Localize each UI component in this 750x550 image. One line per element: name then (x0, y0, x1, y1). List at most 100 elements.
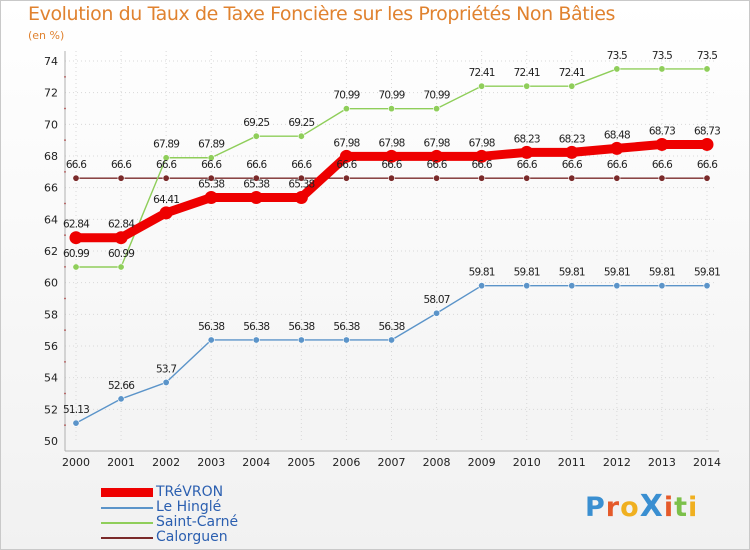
x-tick-label: 2003 (197, 456, 225, 469)
x-tick-label: 2002 (152, 456, 180, 469)
data-label: 73.5 (697, 50, 717, 62)
data-label: 66.6 (66, 159, 87, 171)
data-label: 65.38 (288, 178, 314, 190)
data-point (72, 263, 80, 271)
data-point (523, 174, 531, 182)
data-label: 66.6 (336, 159, 357, 171)
data-point (610, 141, 624, 155)
data-label: 59.81 (604, 267, 630, 279)
axes: 50 52 54 56 58 60 62 64 66 68 70 72 74 2000 2001 2002 20… (44, 51, 721, 469)
gridlines (65, 51, 715, 441)
y-tick-label: 60 (44, 277, 58, 290)
x-tick-label: 2004 (242, 456, 270, 469)
data-point (342, 105, 350, 113)
series-0 (69, 137, 714, 245)
data-label: 68.73 (649, 125, 675, 137)
data-label: 68.73 (694, 125, 720, 137)
data-point (117, 263, 125, 271)
legend-item: Calorguen (101, 530, 238, 545)
data-label: 70.99 (424, 90, 450, 102)
data-label: 59.81 (469, 267, 495, 279)
data-point (387, 105, 395, 113)
chart-title: Evolution du Taux de Taxe Foncière sur l… (28, 3, 616, 25)
series-layer (69, 65, 714, 427)
series-1 (72, 282, 711, 427)
x-tick-label: 2009 (468, 456, 496, 469)
data-label: 72.41 (514, 67, 540, 79)
data-label: 66.6 (246, 159, 267, 171)
data-label: 60.99 (108, 248, 134, 260)
x-tick-label: 2012 (603, 456, 631, 469)
data-point (520, 145, 534, 159)
data-point (523, 82, 531, 90)
data-label: 56.38 (378, 321, 404, 333)
x-tick-label: 2010 (513, 456, 541, 469)
data-label: 66.6 (201, 159, 222, 171)
data-label: 53.7 (156, 363, 176, 375)
y-tick-label: 50 (44, 435, 58, 448)
data-label: 59.81 (559, 267, 585, 279)
data-label: 66.6 (381, 159, 402, 171)
data-label: 67.98 (378, 137, 404, 149)
data-label: 73.5 (652, 50, 672, 62)
legend-swatch (101, 536, 153, 539)
data-point (430, 149, 444, 163)
data-label: 69.25 (243, 117, 269, 129)
data-label: 66.6 (652, 159, 673, 171)
data-point (478, 82, 486, 90)
data-point (207, 154, 215, 162)
y-tick-label: 70 (44, 118, 58, 131)
y-tick-label: 68 (44, 150, 58, 163)
data-point (703, 65, 711, 73)
data-point (565, 145, 579, 159)
data-label: 64.41 (153, 194, 179, 206)
data-point (568, 282, 576, 290)
data-point (204, 190, 218, 204)
x-tick-label: 2008 (423, 456, 451, 469)
data-point (658, 282, 666, 290)
data-label: 67.89 (153, 139, 179, 151)
data-point (207, 336, 215, 344)
data-label: 52.66 (108, 380, 135, 392)
y-tick-label: 72 (44, 87, 58, 100)
data-point (433, 105, 441, 113)
data-label: 72.41 (469, 67, 495, 79)
legend-label: TRéVRON (156, 484, 224, 500)
data-label: 70.99 (378, 90, 404, 102)
legend-swatch (101, 521, 153, 524)
proxiti-logo: ProXiti (585, 489, 699, 524)
data-point (117, 395, 125, 403)
data-label: 60.99 (63, 248, 89, 260)
data-point (297, 132, 305, 140)
data-label: 56.38 (198, 321, 224, 333)
y-tick-label: 66 (44, 182, 58, 195)
y-tick-label: 54 (44, 372, 58, 385)
data-label: 67.98 (424, 137, 450, 149)
data-label: 66.6 (562, 159, 583, 171)
x-tick-label: 2014 (693, 456, 721, 469)
data-label: 67.98 (333, 137, 359, 149)
data-point (385, 149, 398, 163)
data-label: 66.6 (111, 159, 132, 171)
data-label: 56.38 (288, 321, 314, 333)
data-label: 67.89 (198, 139, 224, 151)
data-label: 62.84 (108, 219, 135, 231)
data-point (655, 137, 669, 151)
data-point (703, 282, 711, 290)
data-point (658, 65, 666, 73)
series-line (75, 284, 708, 424)
data-point (162, 174, 170, 182)
data-point (72, 419, 80, 427)
data-point (387, 174, 395, 182)
data-label: 66.6 (517, 159, 538, 171)
data-label: 66.6 (472, 159, 493, 171)
series-3 (72, 174, 711, 182)
y-tick-label: 62 (44, 245, 58, 258)
y-tick-label: 52 (44, 403, 58, 416)
data-point (342, 174, 350, 182)
data-label: 70.99 (333, 90, 359, 102)
data-point (69, 231, 83, 245)
data-label: 56.38 (243, 321, 269, 333)
data-label: 62.84 (63, 219, 90, 231)
